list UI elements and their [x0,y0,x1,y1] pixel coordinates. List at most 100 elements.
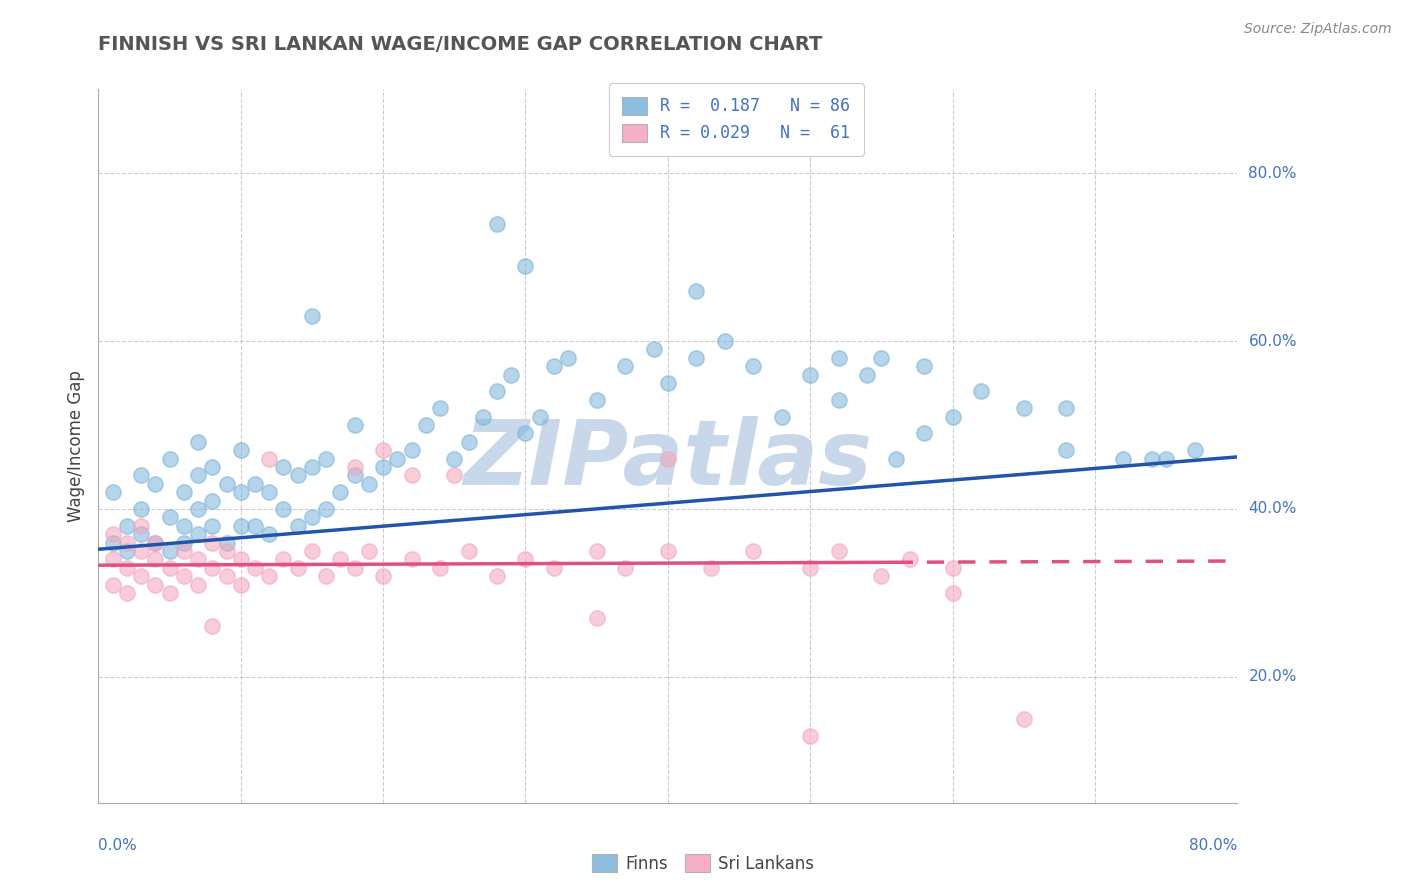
Point [287,518,309,533]
Point [187,434,209,449]
Point [515,552,537,566]
Point [115,518,138,533]
Point [145,476,167,491]
Point [942,560,965,574]
Point [259,485,281,500]
Point [129,502,152,516]
Point [187,502,209,516]
Point [585,544,607,558]
Point [742,359,765,374]
Point [515,426,537,441]
Point [429,401,451,416]
Point [870,351,893,365]
Point [273,552,295,566]
Point [173,535,195,549]
Text: FINNISH VS SRI LANKAN WAGE/INCOME GAP CORRELATION CHART: FINNISH VS SRI LANKAN WAGE/INCOME GAP CO… [98,35,823,54]
Point [101,527,124,541]
Point [243,518,266,533]
Point [129,544,152,558]
Legend: Finns, Sri Lankans: Finns, Sri Lankans [585,847,821,880]
Point [301,510,323,524]
Point [799,368,821,382]
Point [187,552,209,566]
Point [215,544,238,558]
Point [486,569,509,583]
Point [343,460,366,475]
Point [145,577,167,591]
Point [373,443,395,458]
Point [315,502,337,516]
Point [387,451,409,466]
Point [486,217,509,231]
Point [343,417,366,432]
Point [557,351,579,365]
Point [799,729,821,743]
Point [1112,451,1135,466]
Point [101,552,124,566]
Point [942,409,965,424]
Point [329,485,352,500]
Point [942,586,965,600]
Point [373,569,395,583]
Point [229,552,252,566]
Point [229,443,252,458]
Point [585,611,607,625]
Point [429,560,451,574]
Point [259,451,281,466]
Point [101,577,124,591]
Point [173,569,195,583]
Point [145,552,167,566]
Point [129,569,152,583]
Point [970,384,993,399]
Point [884,451,907,466]
Text: 80.0%: 80.0% [1249,166,1296,181]
Text: 40.0%: 40.0% [1249,501,1296,516]
Point [770,409,793,424]
Point [315,451,337,466]
Point [159,451,181,466]
Text: 0.0%: 0.0% [98,838,138,854]
Point [273,502,295,516]
Point [215,476,238,491]
Point [357,544,380,558]
Point [515,259,537,273]
Point [1140,451,1163,466]
Point [585,392,607,407]
Point [443,451,465,466]
Point [471,409,494,424]
Point [543,359,565,374]
Point [543,560,565,574]
Point [415,417,437,432]
Point [173,485,195,500]
Point [870,569,893,583]
Point [657,544,679,558]
Point [699,560,721,574]
Point [343,560,366,574]
Point [1012,712,1035,726]
Point [201,493,224,508]
Point [115,535,138,549]
Point [159,586,181,600]
Y-axis label: Wage/Income Gap: Wage/Income Gap [66,370,84,522]
Point [287,560,309,574]
Point [714,334,737,348]
Point [657,451,679,466]
Point [173,518,195,533]
Point [229,485,252,500]
Point [828,351,851,365]
Point [145,535,167,549]
Point [187,527,209,541]
Point [159,510,181,524]
Point [898,552,921,566]
Point [1056,443,1078,458]
Point [799,560,821,574]
Point [329,552,352,566]
Point [129,518,152,533]
Point [243,560,266,574]
Point [201,518,224,533]
Point [129,468,152,483]
Point [343,468,366,483]
Point [273,460,295,475]
Point [401,468,423,483]
Point [201,560,224,574]
